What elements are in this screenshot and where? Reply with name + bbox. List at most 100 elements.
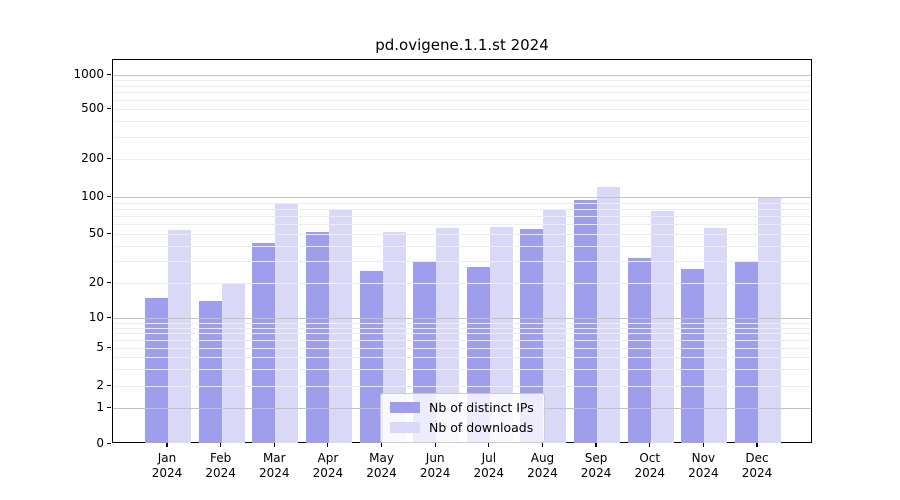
y-tick-mark (107, 406, 111, 408)
y-gridline (113, 333, 811, 335)
x-tick-mark (380, 443, 383, 447)
y-gridline (113, 386, 811, 387)
y-tick-mark (107, 442, 111, 444)
plot-area: Nb of distinct IPs Nb of downloads (112, 59, 812, 443)
x-tick-mark (702, 443, 704, 447)
y-tick-label: 100 (81, 189, 104, 203)
y-tick-label: 0 (96, 436, 104, 450)
y-gridline (113, 85, 811, 87)
y-gridline (113, 80, 811, 82)
y-gridline (113, 318, 811, 319)
legend-row-distinct-ips: Nb of distinct IPs (390, 400, 534, 415)
y-tick-label: 1 (96, 400, 104, 414)
bar-distinct-ips (520, 228, 544, 443)
x-tick-mark (220, 443, 222, 447)
y-gridline (113, 322, 811, 324)
x-tick-mark (649, 443, 651, 447)
bar-downloads (758, 197, 781, 443)
y-gridline (113, 197, 811, 198)
bar-downloads (489, 227, 513, 443)
bar-distinct-ips (145, 297, 168, 443)
y-gridline (113, 92, 811, 94)
y-gridline (113, 357, 811, 359)
y-gridline (113, 327, 811, 329)
y-gridline (113, 369, 811, 371)
legend-swatch-distinct-ips (390, 402, 420, 413)
x-tick-label: Jan 2024 (151, 451, 183, 480)
x-tick-label: May 2024 (366, 451, 397, 480)
y-tick-mark (107, 157, 111, 159)
bar-distinct-ips (681, 268, 705, 443)
y-gridline (113, 234, 811, 235)
y-tick-label: 200 (81, 151, 104, 165)
y-tick-mark (107, 232, 111, 234)
y-gridline (113, 224, 811, 226)
x-tick-mark (327, 443, 329, 447)
y-tick-mark (107, 107, 111, 109)
x-tick-label: Mar 2024 (258, 451, 290, 480)
y-gridline (113, 121, 811, 123)
legend: Nb of distinct IPs Nb of downloads (380, 393, 545, 443)
bar-downloads (328, 208, 352, 443)
y-gridline (113, 340, 811, 342)
y-gridline (113, 208, 811, 210)
y-tick-mark (107, 384, 111, 386)
bar-distinct-ips (305, 231, 329, 443)
y-tick-label: 2 (96, 378, 104, 392)
x-tick-label: Apr 2024 (312, 451, 344, 480)
y-gridline (113, 136, 811, 138)
chart-title: pd.ovigene.1.1.st 2024 (375, 36, 549, 54)
legend-label-downloads: Nb of downloads (429, 420, 534, 435)
y-gridline (113, 348, 811, 349)
x-tick-mark (166, 443, 168, 447)
y-gridline (113, 283, 811, 284)
bar-downloads (221, 283, 245, 443)
y-tick-mark (107, 73, 111, 75)
y-gridline (113, 159, 811, 160)
bar-distinct-ips (252, 243, 276, 443)
x-tick-label: Aug 2024 (527, 451, 558, 480)
legend-swatch-downloads (390, 422, 420, 433)
x-tick-label: Oct 2024 (634, 451, 665, 480)
bar-distinct-ips (359, 271, 383, 443)
x-tick-mark (273, 443, 275, 447)
x-tick-label: Jul 2024 (473, 451, 505, 480)
legend-label-distinct-ips: Nb of distinct IPs (429, 400, 534, 415)
y-gridline (113, 261, 811, 263)
y-tick-label: 500 (81, 101, 104, 115)
y-tick-mark (107, 195, 111, 197)
y-gridline (113, 216, 811, 218)
x-tick-mark (595, 443, 597, 447)
x-tick-label: Feb 2024 (205, 451, 236, 480)
y-tick-label: 5 (96, 340, 104, 354)
x-tick-label: Nov 2024 (688, 451, 719, 480)
x-tick-label: Dec 2024 (741, 451, 773, 480)
y-tick-mark (107, 281, 111, 283)
y-tick-label: 20 (88, 275, 104, 289)
bar-downloads (436, 227, 460, 443)
y-gridline (113, 75, 811, 76)
x-tick-mark (488, 443, 490, 447)
bar-distinct-ips (735, 261, 758, 443)
bar-downloads (543, 210, 567, 443)
x-tick-mark (541, 443, 544, 447)
x-tick-mark (434, 443, 436, 447)
bar-downloads (704, 227, 728, 443)
bar-distinct-ips (627, 257, 651, 443)
x-tick-mark (756, 443, 758, 447)
y-tick-mark (107, 346, 111, 348)
y-gridline (113, 109, 811, 110)
y-gridline (113, 245, 811, 247)
y-tick-mark (107, 316, 111, 318)
bar-distinct-ips (574, 199, 598, 443)
bar-downloads (650, 210, 674, 443)
bar-downloads (597, 187, 621, 443)
bar-distinct-ips (198, 301, 222, 443)
bar-downloads (275, 204, 299, 443)
y-gridline (113, 100, 811, 102)
x-tick-label: Jun 2024 (419, 451, 451, 480)
y-gridline (113, 202, 811, 204)
bar-downloads (382, 231, 406, 443)
legend-row-downloads: Nb of downloads (390, 420, 534, 435)
